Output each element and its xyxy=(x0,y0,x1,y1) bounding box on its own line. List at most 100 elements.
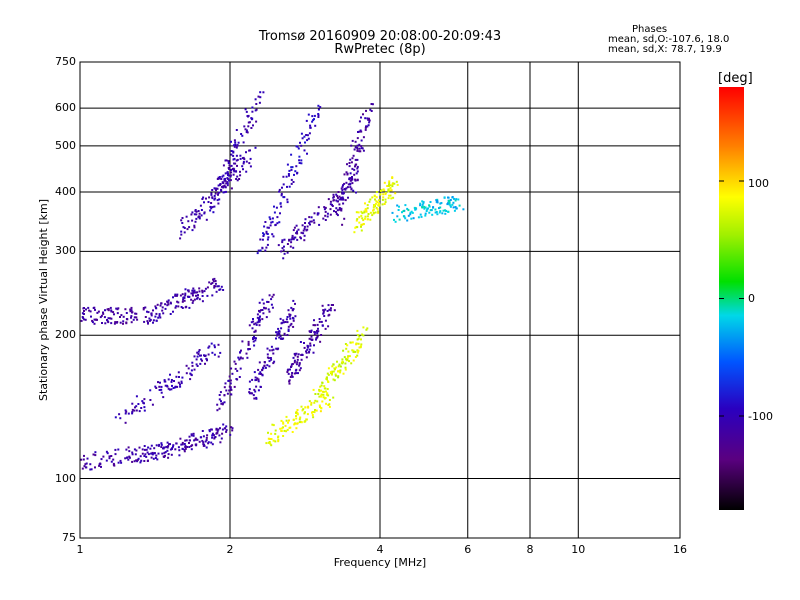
echo-point xyxy=(249,165,252,168)
echo-point xyxy=(224,172,227,175)
echo-point xyxy=(339,369,342,372)
echo-point xyxy=(258,320,261,323)
echo-point xyxy=(310,403,313,406)
echo-point xyxy=(119,459,122,462)
echo-point xyxy=(307,137,310,140)
echo-point xyxy=(261,374,264,377)
echo-point xyxy=(303,412,306,415)
echo-point xyxy=(191,294,194,297)
echo-point xyxy=(190,448,193,451)
echo-point xyxy=(348,162,351,164)
echo-point xyxy=(254,339,257,342)
echo-point xyxy=(242,162,245,165)
echo-point xyxy=(92,453,95,456)
echo-point xyxy=(350,362,353,365)
echo-point xyxy=(425,210,428,212)
echo-point xyxy=(88,309,91,312)
echo-point xyxy=(172,445,174,448)
echo-point xyxy=(127,458,130,461)
echo-point xyxy=(221,175,224,178)
echo-point xyxy=(323,315,326,317)
echo-point xyxy=(293,372,296,375)
echo-point xyxy=(356,334,359,337)
echo-point xyxy=(85,462,88,465)
echo-point xyxy=(205,357,208,360)
echo-point xyxy=(131,412,134,415)
echo-point xyxy=(122,322,124,325)
echo-point xyxy=(214,282,217,285)
echo-point xyxy=(271,306,274,309)
echo-point xyxy=(288,174,290,177)
echo-point xyxy=(179,437,182,440)
echo-point xyxy=(232,154,235,157)
echo-point xyxy=(181,307,184,309)
echo-point xyxy=(331,370,334,373)
echo-point xyxy=(194,438,197,441)
echo-point xyxy=(146,451,149,454)
echo-point xyxy=(441,212,444,215)
echo-point xyxy=(265,316,268,319)
echo-point xyxy=(128,455,131,458)
echo-point xyxy=(332,199,335,202)
echo-point xyxy=(357,337,360,340)
echo-point xyxy=(288,379,291,382)
echo-point xyxy=(271,220,274,223)
echo-point xyxy=(283,429,286,432)
echo-point xyxy=(382,193,385,196)
chart-subtitle: RwPretec (8p) xyxy=(334,42,426,57)
echo-point xyxy=(308,348,311,351)
echo-point xyxy=(159,316,162,319)
echo-point xyxy=(392,196,395,199)
echo-point xyxy=(306,346,309,349)
echo-point xyxy=(220,178,223,180)
echo-point xyxy=(132,318,135,321)
echo-point xyxy=(92,307,95,309)
echo-point xyxy=(213,187,216,190)
echo-point xyxy=(371,214,374,217)
echo-point xyxy=(180,230,183,233)
echo-point xyxy=(229,387,232,390)
echo-point xyxy=(296,358,299,361)
echo-point xyxy=(349,341,352,344)
echo-point xyxy=(258,324,261,327)
echo-point xyxy=(357,211,360,214)
echo-point xyxy=(203,201,205,204)
echo-point xyxy=(208,345,211,348)
echo-point xyxy=(316,212,319,215)
echo-point xyxy=(286,321,289,324)
echo-point xyxy=(380,189,382,192)
echo-point xyxy=(332,304,334,306)
echo-point xyxy=(289,368,291,371)
echo-point xyxy=(120,461,123,464)
echo-point xyxy=(291,236,294,239)
echo-point xyxy=(440,202,443,204)
echo-point xyxy=(184,292,187,295)
echo-point xyxy=(181,217,184,219)
echo-point xyxy=(108,457,111,460)
echo-point xyxy=(419,204,422,207)
echo-point xyxy=(160,388,163,391)
echo-point xyxy=(296,361,299,364)
echo-point xyxy=(131,411,134,413)
echo-point xyxy=(341,198,344,201)
echo-point xyxy=(199,204,202,207)
echo-point xyxy=(237,141,240,144)
echo-point xyxy=(100,314,103,317)
echo-point xyxy=(316,213,319,216)
echo-point xyxy=(300,237,302,240)
echo-point xyxy=(230,426,233,429)
echo-point xyxy=(341,189,344,192)
echo-point xyxy=(268,365,271,368)
echo-point xyxy=(391,185,394,188)
echo-point xyxy=(267,301,270,303)
echo-point xyxy=(218,398,221,401)
echo-point xyxy=(447,210,450,213)
echo-point xyxy=(122,320,125,323)
echo-point xyxy=(110,309,113,312)
echo-point xyxy=(338,208,341,211)
echo-point xyxy=(147,321,149,324)
echo-point xyxy=(361,212,364,215)
echo-point xyxy=(337,191,340,193)
echo-point xyxy=(205,439,208,441)
echo-point xyxy=(193,226,196,229)
